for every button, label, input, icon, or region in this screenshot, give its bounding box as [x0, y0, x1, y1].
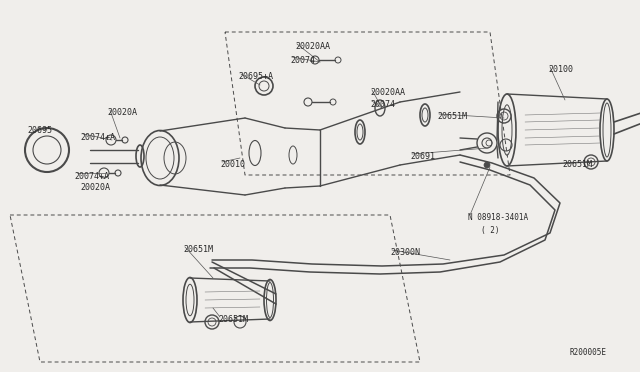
- Text: ( 2): ( 2): [481, 226, 499, 235]
- Text: 20100: 20100: [548, 65, 573, 74]
- Text: R200005E: R200005E: [570, 348, 607, 357]
- Circle shape: [484, 162, 490, 168]
- Text: 20695+A: 20695+A: [238, 72, 273, 81]
- Text: 20651M: 20651M: [437, 112, 467, 121]
- Text: 20691: 20691: [410, 152, 435, 161]
- Text: 20020AA: 20020AA: [295, 42, 330, 51]
- Text: N 08918-3401A: N 08918-3401A: [468, 213, 528, 222]
- Text: 20695: 20695: [27, 126, 52, 135]
- Text: 20020AA: 20020AA: [370, 88, 405, 97]
- Text: 20300N: 20300N: [390, 248, 420, 257]
- Text: 20651M: 20651M: [562, 160, 592, 169]
- Text: 20651M: 20651M: [218, 315, 248, 324]
- Text: 20010: 20010: [220, 160, 245, 169]
- Text: 20020A: 20020A: [107, 108, 137, 117]
- Text: 20074+A: 20074+A: [74, 172, 109, 181]
- Text: 20074: 20074: [290, 56, 315, 65]
- Text: 20651M: 20651M: [183, 245, 213, 254]
- Text: 20074: 20074: [370, 100, 395, 109]
- Text: 20074+A: 20074+A: [80, 133, 115, 142]
- Text: 20020A: 20020A: [80, 183, 110, 192]
